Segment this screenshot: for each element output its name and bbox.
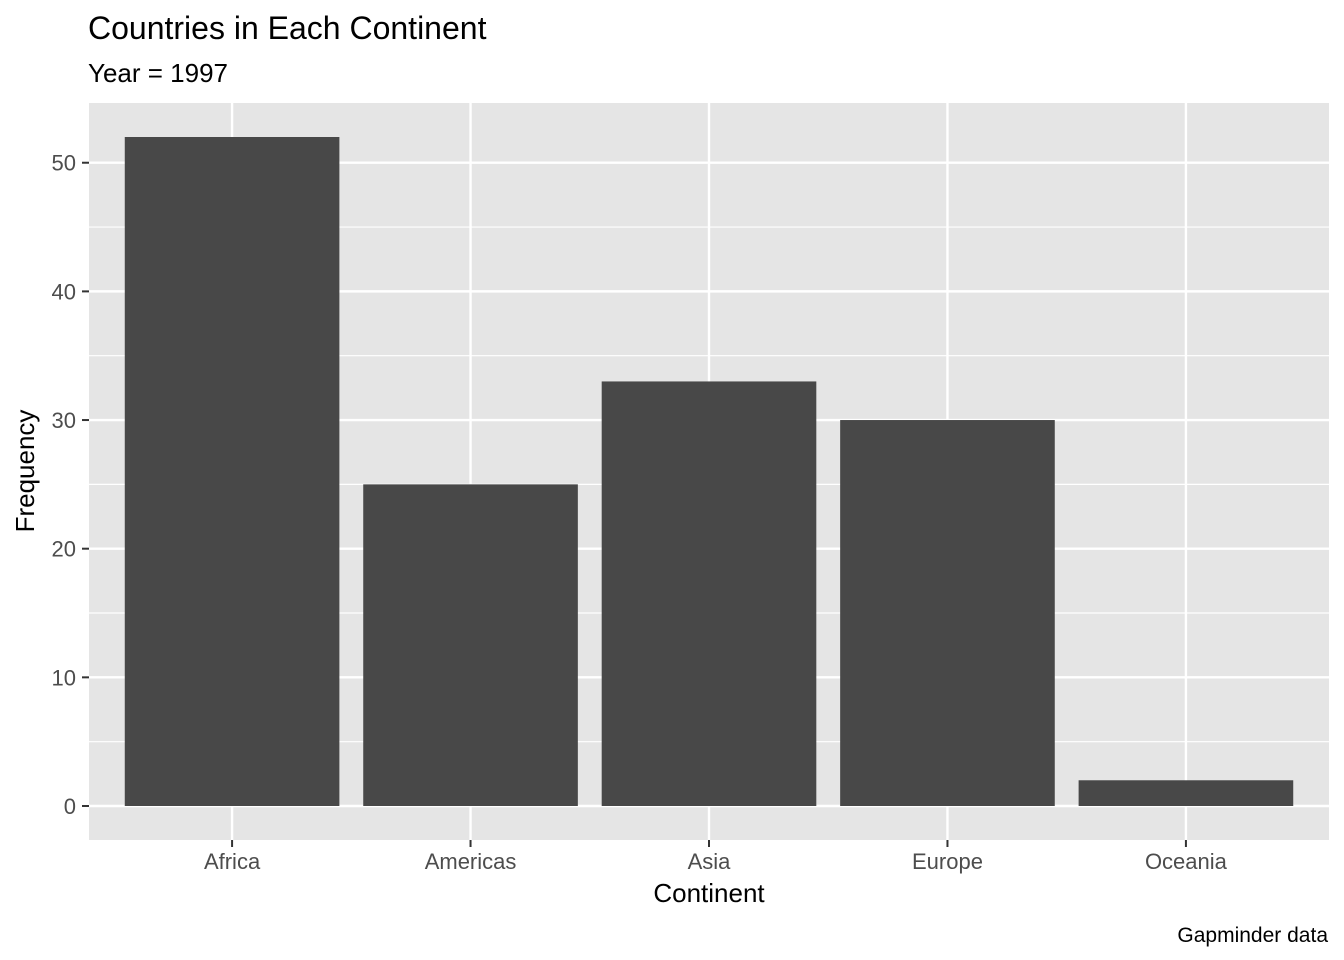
y-axis: 0 10 20 30 40 50	[52, 151, 89, 819]
x-tick-label: Africa	[204, 849, 261, 874]
chart-caption: Gapminder data	[1177, 924, 1328, 947]
bar-africa	[124, 137, 340, 806]
bar-americas	[363, 484, 578, 806]
x-axis: Africa Americas Asia Europe Oceania	[204, 840, 1228, 874]
bar-asia	[601, 381, 817, 806]
y-tick-label: 50	[52, 151, 76, 176]
y-tick-label: 30	[52, 408, 76, 433]
y-tick-label: 20	[52, 537, 76, 562]
x-tick-label: Asia	[688, 849, 732, 874]
x-tick-label: Oceania	[1145, 849, 1228, 874]
chart-subtitle: Year = 1997	[88, 58, 228, 88]
bar-oceania	[1078, 780, 1294, 806]
x-tick-label: Americas	[425, 849, 517, 874]
y-tick-label: 10	[52, 665, 76, 690]
bar-europe	[840, 420, 1055, 806]
y-tick-label: 0	[64, 794, 76, 819]
chart-title: Countries in Each Continent	[88, 10, 487, 46]
y-axis-title: Frequency	[10, 410, 40, 533]
bars	[124, 137, 1294, 806]
y-tick-label: 40	[52, 279, 76, 304]
x-axis-title: Continent	[653, 878, 765, 908]
x-tick-label: Europe	[912, 849, 983, 874]
